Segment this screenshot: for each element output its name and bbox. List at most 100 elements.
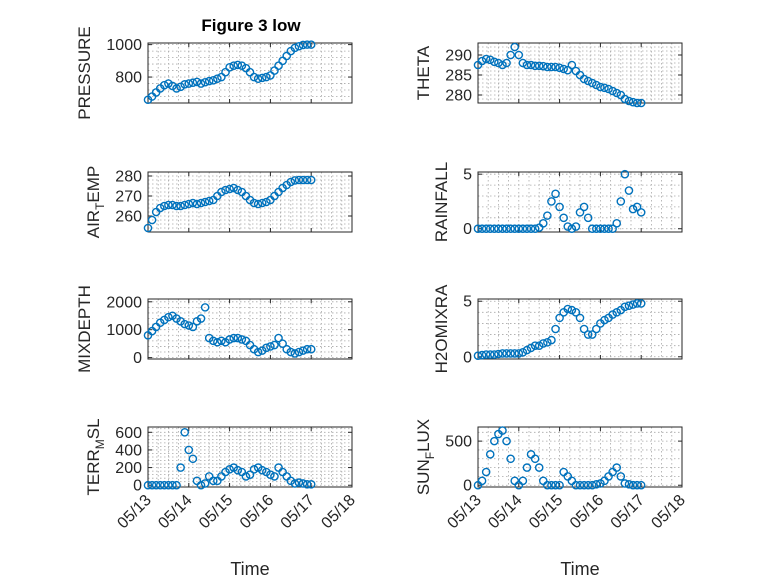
y-tick-label: 400	[115, 442, 142, 459]
data-point	[286, 177, 296, 187]
y-tick-label: 0	[133, 350, 142, 367]
data-point	[632, 299, 642, 308]
plot-area	[478, 172, 682, 232]
data-point	[490, 224, 499, 234]
data-point	[559, 64, 568, 74]
data-point	[543, 480, 552, 490]
data-point	[188, 322, 198, 332]
data-point	[494, 224, 503, 234]
data-point	[600, 83, 609, 93]
data-point	[624, 301, 634, 310]
data-point	[229, 183, 238, 193]
data-point	[567, 305, 577, 315]
data-point	[147, 480, 157, 490]
x-tick-label: 05/18	[648, 492, 688, 532]
data-point	[547, 62, 556, 72]
subplot-air_temp: 260 270 280 AIRTEMP	[84, 166, 353, 238]
data-point	[164, 480, 173, 490]
x-tick-label: 05/15	[196, 492, 236, 532]
data-point	[204, 76, 214, 86]
data-point	[604, 84, 613, 94]
data-point	[233, 185, 243, 195]
data-point	[204, 196, 214, 206]
data-point	[636, 299, 646, 308]
data-point	[473, 351, 483, 360]
y-tick-label: 1000	[106, 322, 142, 339]
data-point	[518, 58, 528, 68]
data-point	[498, 349, 507, 358]
data-point	[587, 224, 597, 234]
data-point	[184, 79, 194, 88]
data-point	[563, 65, 573, 75]
data-point	[530, 454, 540, 464]
x-tick-label: 05/14	[155, 492, 195, 532]
data-point	[294, 41, 304, 51]
data-point	[225, 335, 234, 344]
data-point	[485, 224, 495, 234]
data-point	[290, 479, 300, 488]
data-point	[620, 169, 630, 179]
plot-area	[478, 427, 682, 487]
data-point	[526, 224, 536, 234]
data-point	[514, 349, 524, 358]
x-tick-label: 05/17	[278, 492, 318, 532]
data-point	[241, 472, 251, 481]
x-tick-label: 05/13	[114, 492, 154, 532]
data-point	[547, 335, 556, 345]
data-point	[477, 224, 487, 234]
data-point	[498, 224, 507, 234]
data-point	[592, 324, 601, 334]
data-point	[164, 312, 173, 322]
data-point	[266, 470, 275, 479]
subplot-sun_flux: 0 500 SUNFLUX 05/13 05/14 05/15 05/16 05/17 05/1…	[414, 419, 689, 579]
data-point	[490, 436, 499, 446]
data-point	[184, 199, 194, 209]
data-point	[530, 341, 540, 350]
y-tick-label: 0	[133, 478, 142, 495]
data-point	[636, 98, 646, 108]
axes-frame	[477, 42, 683, 104]
data-point	[249, 198, 259, 208]
data-point	[571, 308, 581, 317]
y-axis-label: TERRMSL	[84, 418, 107, 495]
data-point	[208, 476, 218, 486]
data-point	[188, 78, 198, 88]
data-point	[221, 185, 230, 195]
data-point	[262, 72, 271, 82]
data-point	[583, 76, 593, 86]
data-point	[530, 224, 540, 234]
data-point	[538, 339, 548, 348]
data-point	[290, 176, 300, 185]
plot-area	[478, 43, 682, 103]
data-point	[213, 74, 222, 83]
data-point	[596, 82, 605, 92]
data-point	[538, 218, 548, 228]
data-point	[543, 338, 552, 347]
data-point	[632, 202, 642, 212]
data-point	[628, 300, 638, 309]
data-point	[522, 60, 532, 70]
data-point	[612, 88, 622, 98]
y-axis-label: MIXDEPTH	[75, 285, 94, 373]
data-point	[583, 330, 593, 339]
data-point	[180, 200, 190, 210]
data-point	[551, 480, 560, 490]
data-point	[196, 198, 206, 208]
data-point	[477, 56, 487, 66]
data-point	[518, 224, 528, 234]
data-point	[481, 350, 491, 359]
data-point	[628, 204, 638, 214]
data-point	[160, 480, 169, 490]
y-tick-label: 2000	[106, 294, 142, 311]
axes-frame	[147, 42, 353, 104]
data-point	[172, 480, 181, 490]
data-point	[583, 480, 593, 490]
x-tick-label: 05/14	[485, 492, 525, 532]
data-point	[217, 336, 226, 346]
data-point	[257, 198, 267, 208]
data-point	[555, 313, 564, 323]
data-point	[612, 463, 622, 472]
data-point	[628, 97, 638, 107]
data-point	[302, 344, 312, 354]
